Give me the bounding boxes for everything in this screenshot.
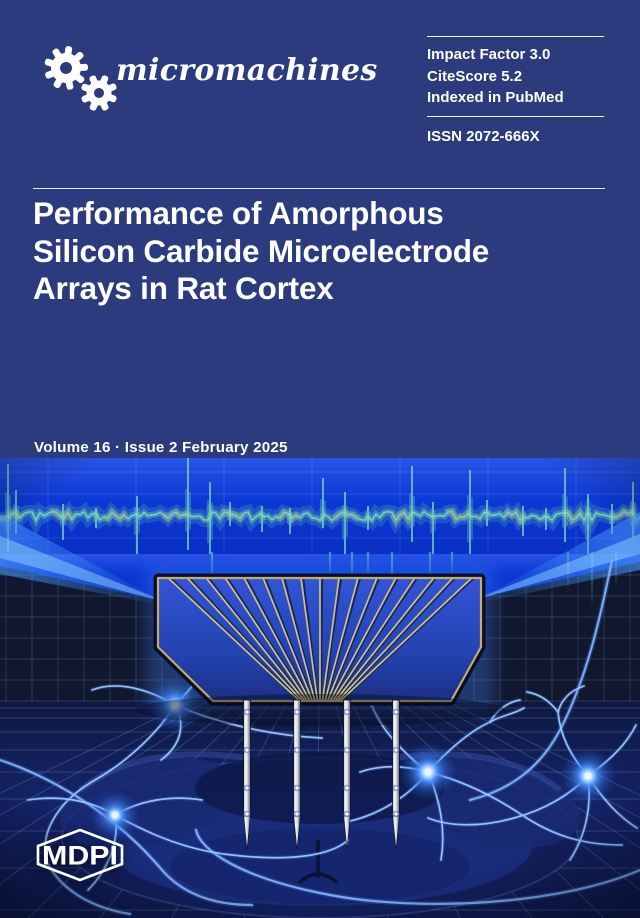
citescore: CiteScore 5.2	[427, 67, 523, 85]
mdpi-logo: MDPI	[36, 828, 124, 882]
artwork-illustration	[0, 458, 640, 918]
metrics-block: Impact Factor 3.0 CiteScore 5.2 Indexed …	[427, 36, 604, 145]
mdpi-hexagon-top	[36, 828, 124, 848]
journal-name: micromachines	[116, 53, 378, 88]
mdpi-hexagon-bottom	[36, 862, 124, 882]
mdpi-wordmark: MDPI	[42, 841, 118, 871]
cover-title: Performance of Amorphous Silicon Carbide…	[33, 195, 623, 308]
gears-icon	[44, 46, 117, 111]
title-line-2: Silicon Carbide Microelectrode	[33, 232, 490, 269]
title-rule	[33, 188, 605, 189]
title-line-3: Arrays in Rat Cortex	[33, 270, 334, 307]
issn-label: ISSN 2072-666X	[427, 127, 540, 145]
volume-issue-line: Volume 16 · Issue 2 February 2025	[34, 439, 288, 456]
impact-factor: Impact Factor 3.0	[427, 46, 551, 63]
metrics-top-rule	[427, 36, 604, 37]
metrics-bottom-rule	[427, 115, 604, 117]
cover-artwork: MDPI	[0, 458, 640, 918]
title-line-1: Performance of Amorphous	[33, 195, 444, 231]
indexed-note: Indexed in PubMed	[427, 89, 564, 106]
